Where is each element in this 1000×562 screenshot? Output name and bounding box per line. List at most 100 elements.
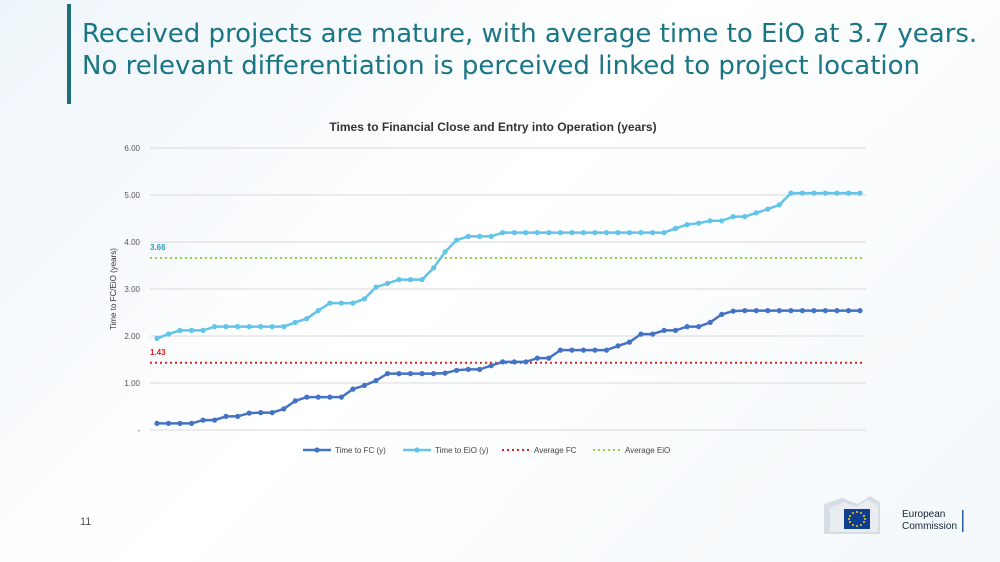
data-point [811,190,817,196]
data-point [454,237,460,243]
data-point [707,319,713,325]
data-point [730,308,736,314]
data-point [235,413,241,419]
data-point [189,420,195,426]
data-point [580,230,587,236]
data-point [730,214,736,220]
data-point [269,410,275,416]
data-point [707,218,713,224]
data-point [189,327,195,333]
data-point [742,214,748,220]
data-point [857,190,863,196]
data-point [638,230,644,236]
data-point [592,347,598,353]
data-point [799,190,806,196]
data-point [327,394,333,400]
data-point [650,331,656,337]
european-commission-logo [824,496,964,534]
logo-line-2: Commission [902,521,958,532]
data-point [696,220,702,226]
data-point [258,324,264,330]
data-point [338,300,344,306]
data-point [246,324,252,330]
data-point [696,324,702,330]
data-point [626,230,633,236]
data-point [822,308,829,314]
data-point [361,382,367,388]
data-point [165,331,172,337]
data-point [212,324,218,330]
data-point [776,202,782,208]
y-tick-label: 1.00 [124,379,140,388]
average-label: 3.66 [150,243,166,252]
page-number: 11 [80,516,92,528]
data-point [742,308,748,314]
data-point [626,339,633,345]
data-point [592,230,598,236]
y-tick-label: 4.00 [124,238,140,247]
data-point [396,277,402,283]
data-point [177,327,183,333]
average-label: 1.43 [150,348,166,357]
legend-marker [314,447,320,453]
data-point [615,230,621,236]
logo-line-1: European [902,509,946,520]
data-point [419,277,425,283]
data-point [384,280,391,286]
data-point [373,378,379,384]
data-point [845,308,852,314]
data-point [304,316,310,322]
title-accent-bar [67,4,71,104]
data-point [834,190,840,196]
data-point [719,218,725,224]
y-axis-label: Time to FC/EiO (years) [109,248,118,330]
data-point [511,230,517,236]
data-point [454,367,460,373]
data-point [684,324,690,330]
data-point [546,230,552,236]
data-point [258,410,264,416]
data-point [580,347,587,353]
data-point [315,308,321,314]
data-point [338,394,344,400]
data-point [546,355,552,361]
data-point [177,420,183,426]
data-point [534,355,540,361]
data-point [350,386,356,392]
legend-label: Average EiO [625,446,670,455]
data-point [442,370,448,376]
data-point [511,359,517,365]
data-point [419,371,425,377]
series-line [156,191,860,340]
data-point [799,308,806,314]
data-point [154,420,160,426]
data-point [661,327,667,333]
data-point [465,366,471,372]
data-point [465,233,471,239]
y-tick-label: 2.00 [124,332,140,341]
data-point [557,347,564,353]
legend-marker [414,447,420,453]
data-point [650,230,656,236]
data-point [407,371,414,377]
data-point [269,324,275,330]
data-point [477,366,483,372]
data-point [500,359,506,365]
data-point [223,324,229,330]
data-point [304,394,310,400]
data-point [281,406,287,412]
data-point [615,343,621,349]
data-point [200,417,206,423]
data-point [776,308,782,314]
data-point [638,331,644,337]
data-point [857,308,863,314]
data-point [200,327,206,333]
data-point [246,410,252,416]
data-point [223,413,229,419]
y-tick-label: 5.00 [124,191,140,200]
data-point [834,308,840,314]
logo-text: European Commission [902,509,957,533]
data-point [557,230,564,236]
data-point [235,324,241,330]
data-point [765,308,771,314]
